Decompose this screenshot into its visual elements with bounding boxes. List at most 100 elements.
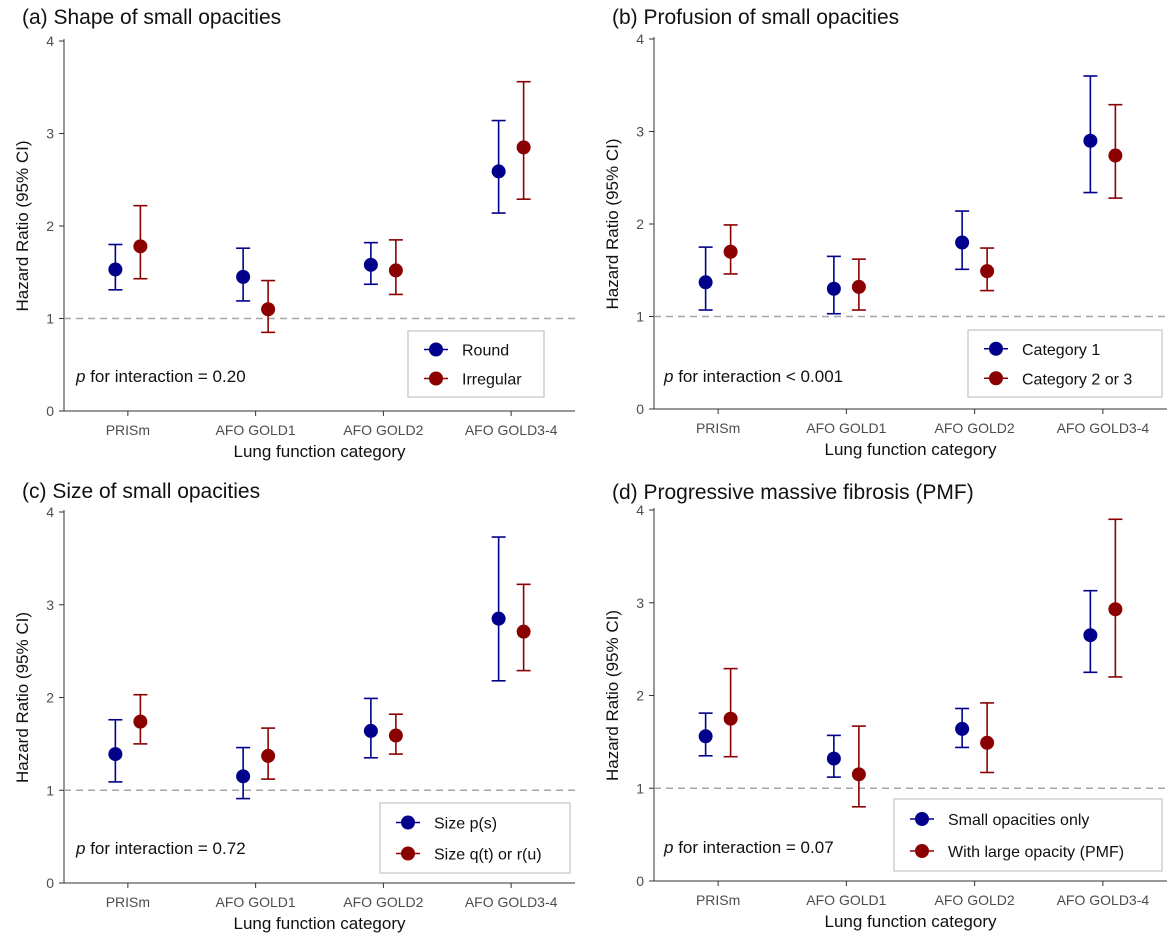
data-point [980, 735, 995, 750]
x-axis-label: Lung function category [824, 912, 997, 931]
data-point [851, 767, 866, 782]
legend-key-marker [429, 342, 443, 357]
data-point [955, 721, 970, 736]
p-symbol: p [663, 367, 673, 386]
data-point [723, 244, 738, 259]
legend-key-marker [401, 846, 415, 861]
panel-c: (c) Size of small opacities Hazard Ratio … [13, 480, 575, 933]
error-bar [851, 725, 866, 808]
legend-label: Round [462, 343, 509, 360]
y-axis-label: Hazard Ratio (95% CI) [13, 140, 32, 311]
y-tick-label: 1 [636, 780, 644, 796]
x-tick-label: AFO GOLD2 [935, 420, 1015, 436]
legend: Small opacities only With large opacity (… [893, 798, 1163, 872]
data-point [1108, 148, 1123, 163]
error-bar [1108, 518, 1123, 678]
y-tick-label: 1 [46, 782, 54, 798]
legend-key-marker [989, 341, 1003, 356]
y-tick-label: 0 [636, 401, 644, 417]
legend-box [379, 802, 571, 874]
p-interaction-value: for interaction = 0.72 [85, 839, 245, 858]
data-point [955, 235, 970, 250]
p-interaction-text: p for interaction = 0.72 [75, 839, 246, 858]
x-tick-label: AFO GOLD2 [343, 422, 423, 438]
panel-a: (a) Shape of small opacities Hazard Ratio… [13, 6, 575, 461]
y-tick-label: 3 [636, 595, 644, 611]
x-tick-label: AFO GOLD1 [216, 422, 296, 438]
legend-key-marker [429, 371, 443, 386]
panel-title: (a) Shape of small opacities [22, 6, 281, 29]
data-point [388, 263, 403, 278]
x-tick-label: AFO GOLD2 [935, 892, 1015, 908]
y-tick-label: 4 [636, 502, 644, 518]
x-axis-label: Lung function category [233, 914, 406, 933]
data-point [851, 279, 866, 294]
data-point [261, 748, 276, 763]
y-tick-label: 3 [636, 124, 644, 140]
y-tick-label: 1 [46, 311, 54, 327]
p-symbol: p [663, 838, 673, 857]
data-point [1083, 628, 1098, 643]
y-tick-label: 2 [636, 688, 644, 704]
y-tick-label: 2 [46, 218, 54, 234]
y-tick-label: 0 [636, 873, 644, 889]
panel-title: (b) Profusion of small opacities [612, 6, 899, 29]
panel-title: (d) Progressive massive fibrosis (PMF) [612, 481, 974, 504]
p-interaction-value: for interaction = 0.20 [85, 367, 245, 386]
data-point [723, 711, 738, 726]
data-point [516, 140, 531, 155]
legend-label: Category 1 [1022, 342, 1100, 359]
x-tick-label: AFO GOLD3-4 [1057, 420, 1150, 436]
data-point [826, 751, 841, 766]
p-symbol: p [75, 367, 85, 386]
p-interaction-value: for interaction = 0.07 [673, 838, 833, 857]
y-axis-label: Hazard Ratio (95% CI) [603, 138, 622, 309]
data-point [133, 714, 148, 729]
legend-box [967, 329, 1163, 398]
legend-key-marker [989, 371, 1003, 386]
x-axis-label: Lung function category [233, 442, 406, 461]
x-axis-label: Lung function category [824, 440, 997, 459]
p-interaction-text: p for interaction = 0.20 [75, 367, 246, 386]
panel-b: (b) Profusion of small opacities Hazard R… [603, 6, 1167, 459]
data-point [363, 257, 378, 272]
y-tick-label: 4 [46, 33, 54, 49]
legend: Round Irregular [407, 330, 545, 398]
x-tick-label: PRISm [106, 894, 150, 910]
data-point [491, 164, 506, 179]
legend-label: Small opacities only [948, 812, 1089, 829]
data-point [516, 624, 531, 639]
data-point [363, 723, 378, 738]
y-tick-label: 0 [46, 403, 54, 419]
data-point [236, 269, 251, 284]
data-point [491, 611, 506, 626]
data-point [698, 275, 713, 290]
legend: Size p(s) Size q(t) or r(u) [379, 802, 571, 874]
data-point [236, 769, 251, 784]
y-tick-label: 2 [636, 216, 644, 232]
data-point [261, 302, 276, 317]
legend-label: Category 2 or 3 [1022, 371, 1132, 388]
legend-key-marker [915, 844, 929, 858]
x-tick-label: PRISm [696, 420, 740, 436]
data-point [108, 747, 123, 762]
p-interaction-text: p for interaction = 0.07 [663, 838, 834, 857]
p-interaction-value: for interaction < 0.001 [673, 367, 843, 386]
data-point [980, 264, 995, 279]
y-tick-label: 4 [636, 31, 644, 47]
data-point [1108, 602, 1123, 617]
p-interaction-text: p for interaction < 0.001 [663, 367, 843, 386]
x-tick-label: AFO GOLD3-4 [465, 894, 558, 910]
panel-d: (d) Progressive massive fibrosis (PMF) Ha… [603, 481, 1167, 931]
legend-key-marker [915, 812, 929, 826]
legend-box [893, 798, 1163, 872]
legend-label: Size q(t) or r(u) [434, 847, 542, 864]
y-tick-label: 3 [46, 597, 54, 613]
y-axis-label: Hazard Ratio (95% CI) [13, 612, 32, 783]
x-tick-label: PRISm [106, 422, 150, 438]
error-bar [491, 536, 506, 682]
p-symbol: p [75, 839, 85, 858]
data-point [698, 729, 713, 744]
y-tick-label: 3 [46, 126, 54, 142]
